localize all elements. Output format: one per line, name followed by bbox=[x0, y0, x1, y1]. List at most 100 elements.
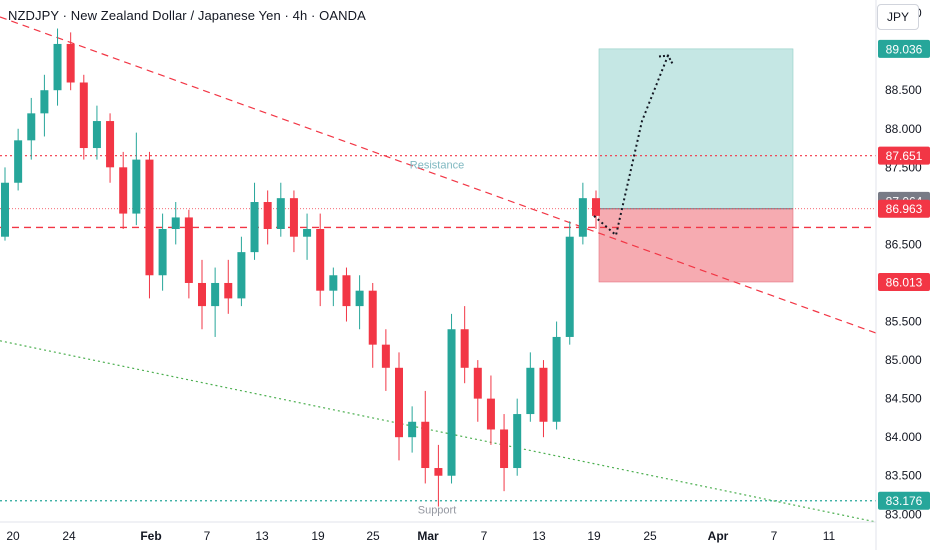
candle-body[interactable] bbox=[250, 202, 259, 253]
candle-body[interactable] bbox=[460, 329, 469, 368]
candle-body[interactable] bbox=[526, 367, 535, 415]
candle[interactable] bbox=[145, 151, 154, 299]
candle[interactable] bbox=[79, 74, 88, 160]
candle[interactable] bbox=[513, 398, 522, 476]
candle[interactable] bbox=[211, 267, 220, 337]
candle[interactable] bbox=[486, 375, 495, 445]
candle[interactable] bbox=[381, 329, 390, 391]
target-zone[interactable] bbox=[598, 48, 794, 210]
candles[interactable] bbox=[1, 28, 600, 507]
candle-body[interactable] bbox=[578, 198, 587, 237]
candle-body[interactable] bbox=[263, 202, 272, 230]
candle[interactable] bbox=[329, 267, 338, 307]
candle-body[interactable] bbox=[119, 167, 128, 214]
candle-body[interactable] bbox=[473, 367, 482, 399]
projected-path[interactable] bbox=[593, 54, 674, 238]
candle-body[interactable] bbox=[145, 159, 154, 276]
candle-body[interactable] bbox=[421, 421, 430, 469]
support-trend-line[interactable] bbox=[0, 340, 877, 523]
candle[interactable] bbox=[171, 202, 180, 245]
candle[interactable] bbox=[421, 390, 430, 484]
candle-body[interactable] bbox=[237, 252, 246, 299]
candle-body[interactable] bbox=[329, 275, 338, 291]
candle[interactable] bbox=[473, 360, 482, 422]
candle[interactable] bbox=[316, 213, 325, 307]
candle-body[interactable] bbox=[14, 140, 23, 183]
candle-body[interactable] bbox=[513, 414, 522, 469]
candle-body[interactable] bbox=[592, 198, 600, 216]
candle-body[interactable] bbox=[53, 43, 62, 91]
candle[interactable] bbox=[237, 236, 246, 307]
candle[interactable] bbox=[526, 352, 535, 422]
candle-body[interactable] bbox=[316, 229, 325, 291]
candle-body[interactable] bbox=[289, 198, 298, 237]
candle[interactable] bbox=[408, 406, 417, 453]
candle[interactable] bbox=[158, 213, 167, 291]
candle[interactable] bbox=[263, 190, 272, 245]
candle[interactable] bbox=[27, 97, 36, 160]
candle-body[interactable] bbox=[276, 198, 285, 230]
candle-body[interactable] bbox=[40, 90, 49, 114]
candle-body[interactable] bbox=[92, 121, 101, 149]
candle-body[interactable] bbox=[211, 282, 220, 307]
candle[interactable] bbox=[106, 113, 115, 183]
candle-body[interactable] bbox=[27, 113, 36, 141]
candle-body[interactable] bbox=[368, 290, 377, 345]
candle-body[interactable] bbox=[552, 336, 561, 422]
candle[interactable] bbox=[303, 213, 312, 260]
candle[interactable] bbox=[250, 182, 259, 260]
candle-body[interactable] bbox=[447, 329, 456, 476]
projection-path[interactable] bbox=[593, 55, 669, 238]
candle[interactable] bbox=[592, 190, 600, 230]
candle-body[interactable] bbox=[132, 159, 141, 214]
candle[interactable] bbox=[368, 282, 377, 368]
candle-body[interactable] bbox=[106, 121, 115, 168]
candle[interactable] bbox=[40, 74, 49, 137]
candle[interactable] bbox=[119, 151, 128, 230]
candle[interactable] bbox=[434, 444, 443, 507]
candle[interactable] bbox=[92, 105, 101, 160]
candle[interactable] bbox=[1, 167, 9, 241]
candle-body[interactable] bbox=[486, 398, 495, 430]
candle-body[interactable] bbox=[539, 367, 548, 422]
candle-body[interactable] bbox=[500, 429, 509, 469]
stop-zone[interactable] bbox=[598, 208, 794, 283]
candle-body[interactable] bbox=[355, 290, 364, 307]
candle[interactable] bbox=[342, 267, 351, 322]
candle[interactable] bbox=[395, 352, 403, 461]
candle-body[interactable] bbox=[434, 468, 443, 476]
position-zones[interactable] bbox=[598, 48, 794, 283]
candle-body[interactable] bbox=[1, 182, 9, 237]
candle-body[interactable] bbox=[66, 43, 75, 83]
currency-button[interactable]: JPY bbox=[877, 4, 919, 30]
candle[interactable] bbox=[276, 182, 285, 237]
candle[interactable] bbox=[184, 209, 193, 299]
candle[interactable] bbox=[198, 259, 206, 330]
candle-body[interactable] bbox=[381, 344, 390, 368]
candle-body[interactable] bbox=[158, 229, 167, 276]
candle[interactable] bbox=[578, 182, 587, 245]
candle-body[interactable] bbox=[303, 229, 312, 237]
candle-body[interactable] bbox=[224, 282, 233, 299]
candle[interactable] bbox=[66, 32, 75, 91]
candle-body[interactable] bbox=[565, 236, 574, 337]
candle-body[interactable] bbox=[408, 421, 417, 438]
candle[interactable] bbox=[447, 313, 456, 484]
candle[interactable] bbox=[539, 360, 548, 438]
candle[interactable] bbox=[500, 414, 509, 492]
candle-body[interactable] bbox=[198, 282, 206, 307]
candle[interactable] bbox=[224, 259, 233, 314]
candle[interactable] bbox=[552, 321, 561, 430]
candle[interactable] bbox=[53, 28, 62, 106]
candle[interactable] bbox=[289, 190, 298, 253]
candle[interactable] bbox=[565, 221, 574, 345]
candle-body[interactable] bbox=[79, 82, 88, 149]
candle[interactable] bbox=[460, 306, 469, 384]
candle-body[interactable] bbox=[395, 367, 403, 438]
candle-body[interactable] bbox=[184, 217, 193, 283]
candle[interactable] bbox=[14, 128, 23, 191]
candle[interactable] bbox=[355, 275, 364, 330]
candle-body[interactable] bbox=[171, 217, 180, 230]
